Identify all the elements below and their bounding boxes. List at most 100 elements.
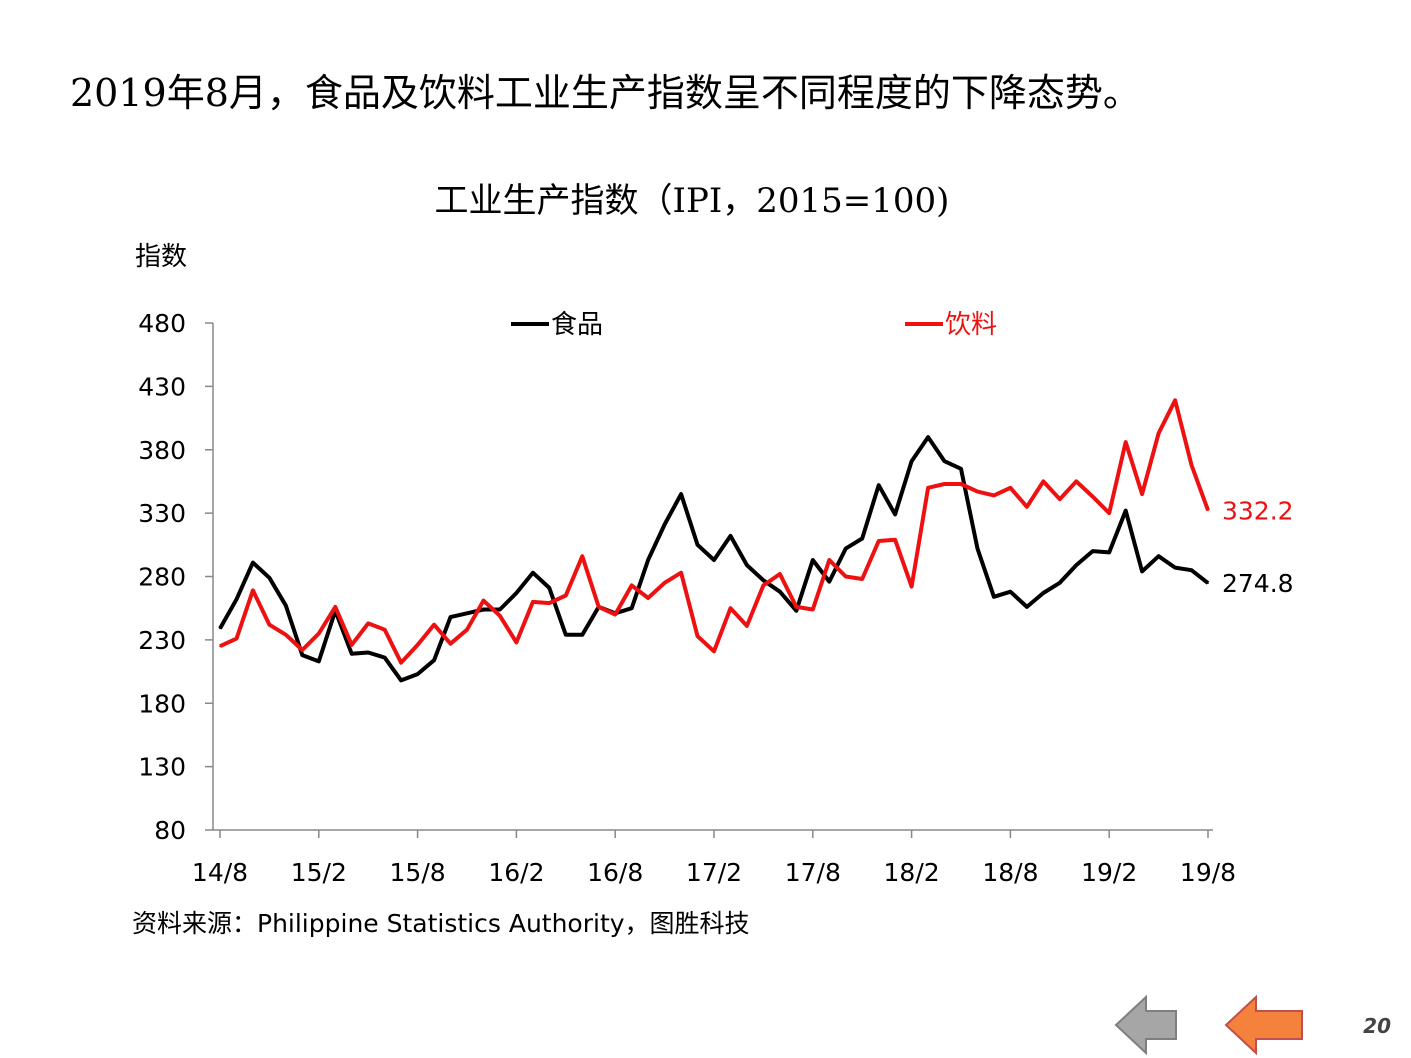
- data-point: [927, 436, 929, 438]
- data-point: [713, 559, 715, 561]
- chart-axes: 80 130 180 230 280 330 380 430 480 14/8 15/2 15/8 16…: [138, 309, 1236, 887]
- data-point: [877, 540, 880, 542]
- data-point: [383, 628, 386, 631]
- data-point: [762, 579, 765, 582]
- data-point: [663, 523, 666, 526]
- data-point: [449, 616, 452, 618]
- y-tick-label: 330: [138, 499, 186, 528]
- data-point: [318, 632, 320, 635]
- end-value-label: 274.8: [1222, 569, 1294, 598]
- data-point: [1009, 486, 1012, 489]
- data-point: [927, 486, 929, 489]
- left-arrow-icon: [1224, 995, 1303, 1055]
- y-tick-label: 80: [154, 816, 186, 845]
- back-nav-button[interactable]: [1114, 995, 1180, 1055]
- data-point: [515, 592, 518, 594]
- data-point: [812, 559, 814, 561]
- data-point: [729, 607, 732, 609]
- data-point: [1075, 480, 1078, 483]
- data-point: [647, 559, 649, 561]
- data-point: [301, 654, 304, 656]
- data-point: [1026, 505, 1028, 508]
- data-point: [1157, 555, 1160, 558]
- data-point: [910, 585, 913, 588]
- data-point: [499, 614, 501, 617]
- data-point: [812, 608, 814, 611]
- data-point: [877, 484, 880, 487]
- left-arrow-icon: [1114, 995, 1177, 1055]
- data-point: [993, 494, 995, 497]
- data-point: [630, 584, 633, 587]
- prev-nav-button[interactable]: [1224, 995, 1306, 1055]
- data-point: [334, 606, 337, 608]
- data-point: [795, 609, 798, 612]
- data-point: [466, 612, 468, 615]
- y-tick-label: 180: [138, 689, 186, 718]
- data-point: [565, 594, 567, 597]
- data-point: [960, 467, 962, 470]
- data-point: [482, 599, 485, 602]
- data-point: [449, 642, 452, 645]
- data-point: [1009, 590, 1012, 593]
- y-tick-label: 480: [138, 309, 186, 338]
- data-point: [943, 460, 946, 462]
- x-tick-label: 17/2: [686, 858, 742, 887]
- data-point: [1026, 606, 1028, 608]
- data-point: [383, 656, 386, 659]
- data-point: [1174, 566, 1176, 569]
- x-tick-label: 17/8: [785, 858, 841, 887]
- data-point: [1190, 464, 1193, 466]
- data-point: [1042, 480, 1045, 483]
- data-point: [581, 555, 584, 558]
- data-point: [779, 590, 781, 593]
- data-point: [1108, 551, 1110, 554]
- data-point: [301, 649, 304, 651]
- data-point: [894, 538, 896, 541]
- data-point: [219, 627, 221, 630]
- x-tick-label: 19/8: [1180, 858, 1236, 887]
- legend-label: 饮料: [945, 310, 997, 340]
- slide-headline: 2019年8月，食品及饮料工业生产指数呈不同程度的下降态势。: [70, 71, 1141, 115]
- data-point: [400, 661, 402, 664]
- data-point: [960, 483, 962, 485]
- y-tick-label: 130: [138, 753, 186, 782]
- data-point: [515, 641, 518, 644]
- data-point: [1190, 569, 1193, 571]
- end-value-label: 332.2: [1222, 496, 1294, 525]
- data-point: [532, 571, 534, 574]
- data-point: [597, 606, 600, 608]
- data-point: [1059, 498, 1061, 500]
- data-point: [713, 650, 715, 653]
- data-point: [976, 490, 979, 493]
- data-point: [1091, 495, 1094, 498]
- series-line-food: [218, 435, 1210, 683]
- legend-label: 食品: [551, 310, 603, 340]
- data-point: [482, 608, 485, 611]
- data-point: [861, 537, 863, 540]
- data-point: [466, 628, 468, 631]
- data-point: [416, 644, 419, 646]
- data-point: [433, 659, 435, 661]
- data-point: [1108, 512, 1110, 514]
- data-point: [532, 601, 534, 603]
- data-point: [367, 622, 370, 625]
- data-point: [647, 597, 649, 599]
- y-tick-label: 230: [138, 626, 186, 655]
- data-point: [976, 547, 979, 550]
- data-point: [252, 561, 254, 564]
- data-point: [795, 606, 798, 608]
- data-point: [910, 460, 913, 462]
- data-point: [1059, 582, 1061, 584]
- page-number: 20: [1363, 1014, 1391, 1038]
- data-point: [433, 623, 435, 626]
- data-point: [252, 589, 254, 592]
- data-point: [894, 513, 896, 516]
- data-point: [548, 587, 551, 589]
- data-point: [630, 607, 633, 609]
- x-tick-label: 18/2: [884, 858, 940, 887]
- data-point: [746, 564, 748, 566]
- x-tick-label: 19/2: [1081, 858, 1137, 887]
- data-point: [746, 625, 748, 627]
- data-point: [499, 608, 501, 611]
